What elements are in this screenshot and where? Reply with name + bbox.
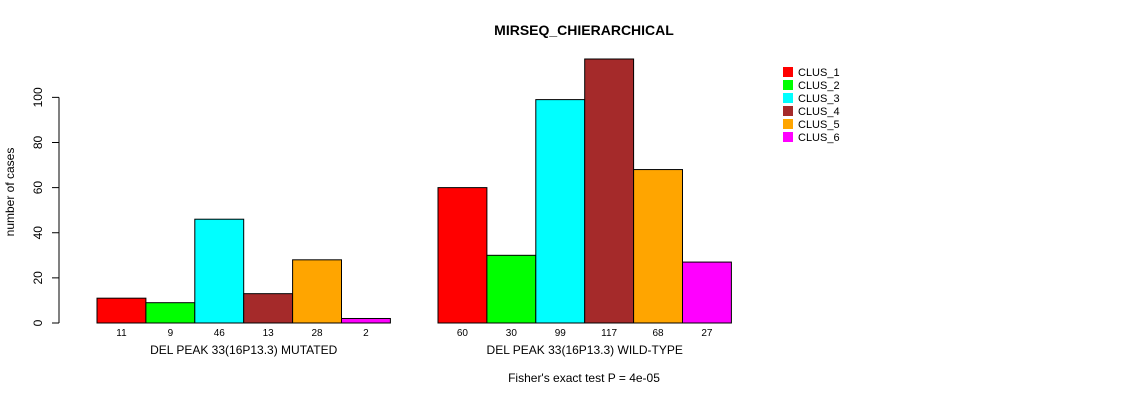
bar-value-label: 99 [555,328,567,339]
y-tick-label: 20 [31,271,45,285]
bar-value-label: 13 [263,328,275,339]
bar-clus-4 [584,58,635,324]
bar-value-label: 60 [457,328,469,339]
legend-swatch [783,119,793,129]
bar-value-label: 68 [652,328,664,339]
bar-value-label: 117 [601,328,617,339]
legend-swatch [783,67,793,77]
y-tick-label: 40 [31,226,45,240]
bar-clus-4 [243,293,294,324]
group-label: DEL PEAK 33(16P13.3) MUTATED [150,343,338,357]
group-labels: DEL PEAK 33(16P13.3) MUTATED DEL PEAK 33(… [150,343,683,357]
bar-clus-1 [96,297,147,324]
fisher-test-footnote: Fisher's exact test P = 4e-05 [508,371,660,385]
bar-value-label: 11 [116,328,127,339]
y-axis-label: number of cases [3,148,17,237]
bar-clus-6 [341,317,391,324]
y-tick-label: 60 [31,181,45,195]
bar-clus-3 [194,218,245,324]
legend-swatch [783,106,793,116]
bar-value-label: 27 [701,328,713,339]
legend-label: CLUS_4 [798,106,840,118]
bar-clus-3 [535,99,586,324]
legend-label: CLUS_3 [798,93,840,105]
bar-value-label: 2 [363,328,369,339]
bar-value-labels: 11 9 46 13 28 2 60 30 99 117 68 27 [116,328,713,339]
bar-clus-2 [145,302,196,324]
chart-title: MIRSEQ_CHIERARCHICAL [494,22,674,38]
bar-clus-6 [682,261,732,324]
legend-label: CLUS_2 [798,80,840,92]
y-tick-label: 100 [31,87,45,107]
y-tick-label: 80 [31,135,45,149]
y-axis: 0 20 40 60 80 100 [31,87,60,326]
bar-value-label: 9 [168,328,174,339]
bar-clus-1 [437,187,488,324]
bar-clus-2 [486,254,537,324]
bar-clus-5 [633,169,683,324]
legend-swatch [783,93,793,103]
group-label: DEL PEAK 33(16P13.3) WILD-TYPE [487,343,683,357]
y-tick-label: 0 [31,319,45,326]
bar-value-label: 30 [506,328,518,339]
bar-value-label: 28 [311,328,323,339]
legend-swatch [783,132,793,142]
legend-label: CLUS_5 [798,119,840,131]
bars-group [96,58,732,324]
legend-label: CLUS_1 [798,67,840,79]
legend-swatch [783,80,793,90]
legend-label: CLUS_6 [798,132,840,144]
bar-clus-5 [292,259,343,324]
bar-value-label: 46 [214,328,226,339]
